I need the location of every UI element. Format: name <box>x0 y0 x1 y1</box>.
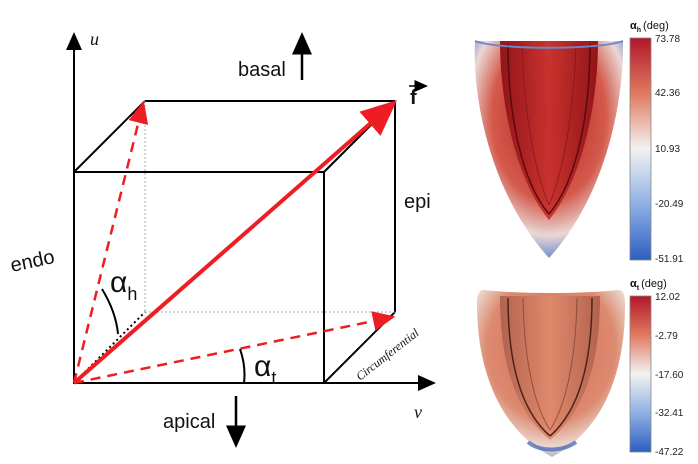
heart-map-alpha-t <box>476 290 626 457</box>
epi-label: epi <box>404 191 431 213</box>
fiber-vector <box>72 100 398 385</box>
colorbar-alpha-h-tick-1: 73.78 <box>655 34 680 45</box>
colorbar-alpha-h-tick-2: 42.36 <box>655 88 680 99</box>
colorbar-alpha-t-tick-1: 12.02 <box>655 292 680 303</box>
colorbar-alpha-t-tick-3: -17.60 <box>655 370 684 381</box>
alpha-t-arc <box>239 348 246 384</box>
colorbar-alpha-t <box>629 295 652 453</box>
colorbar-alpha-h-tick-4: -20.49 <box>655 199 684 210</box>
axis-v-label: v <box>414 402 422 422</box>
circumferential-label: Circumferential <box>353 325 422 383</box>
basal-label: basal <box>238 59 286 81</box>
heart-map-alpha-h <box>474 40 624 258</box>
axis-u-label: u <box>90 29 99 49</box>
colorbar-alpha-t-tick-4: -32.41 <box>655 408 684 419</box>
alpha-t-label: αt <box>254 350 276 388</box>
alpha-h-label: αh <box>110 266 137 304</box>
colorbar-alpha-h-title: αh (deg) <box>630 20 669 34</box>
alpha-t-projection <box>73 311 396 385</box>
colorbar-alpha-h-tick-3: 10.93 <box>655 144 680 155</box>
colorbar-alpha-h <box>629 37 652 261</box>
alpha-h-arc <box>101 288 119 335</box>
endo-label: endo <box>8 246 56 277</box>
colorbar-alpha-t-tick-2: -2.79 <box>655 331 678 342</box>
cube-hidden-edges <box>144 101 395 313</box>
fiber-vector-label: f <box>410 87 417 109</box>
colorbar-alpha-h-tick-5: -51.91 <box>655 254 684 265</box>
apical-label: apical <box>163 411 215 433</box>
colorbar-alpha-t-tick-5: -47.22 <box>655 447 684 458</box>
alpha-h-projection <box>72 100 149 384</box>
colorbar-alpha-t-title: αt (deg) <box>630 278 667 292</box>
